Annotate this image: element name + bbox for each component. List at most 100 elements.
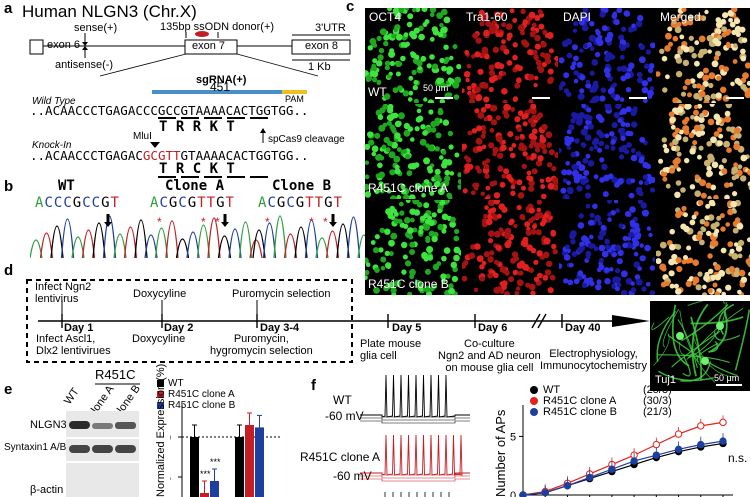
cell-nucleus: [462, 88, 465, 94]
f-legend-item: R451C clone A (30/3): [530, 395, 672, 407]
data-point: [674, 430, 683, 438]
cell-nucleus: [441, 278, 446, 283]
cell-nucleus: [429, 8, 437, 13]
cell-nucleus: [735, 31, 741, 37]
cell-nucleus: [479, 14, 485, 21]
chromatogram-peak: [336, 223, 350, 259]
cell-nucleus: [403, 129, 411, 137]
tuj1-neurons: [651, 301, 750, 383]
cell-nucleus: [714, 291, 721, 295]
cell-nucleus: [530, 104, 537, 110]
base-letter: G: [295, 195, 306, 211]
cell-nucleus: [450, 261, 458, 269]
base-letter: G: [168, 195, 179, 211]
cell-nucleus: [674, 26, 682, 34]
cell-nucleus: [665, 183, 671, 189]
cell-nucleus: [681, 205, 687, 212]
d-day5: Day 5: [392, 322, 422, 334]
base-letter: G: [101, 195, 111, 211]
cell-nucleus: [525, 155, 531, 161]
cell-nucleus: [510, 152, 516, 159]
cell-nucleus: [566, 180, 571, 186]
cell-nucleus: [647, 67, 654, 74]
cell-nucleus: [528, 99, 534, 103]
cell-nucleus: [620, 26, 627, 32]
cell-nucleus: [495, 135, 503, 143]
cell-nucleus: [369, 70, 376, 77]
cell-nucleus: [668, 258, 675, 266]
cell-nucleus: [428, 109, 434, 115]
cell-nucleus: [615, 181, 620, 187]
cell-nucleus: [637, 266, 642, 271]
d-plate-glia: Plate mouse glia cell: [360, 338, 422, 362]
cell-nucleus: [739, 26, 746, 33]
cell-nucleus: [674, 191, 681, 198]
data-point: [719, 418, 727, 427]
cell-nucleus: [571, 163, 579, 171]
neurite: [714, 331, 741, 341]
cell-nucleus: [597, 147, 603, 153]
base-letter: T: [225, 195, 235, 211]
cell-nucleus: [424, 268, 431, 275]
cell-nucleus: [449, 171, 455, 176]
exon8-label: exon 8: [305, 40, 339, 52]
cell-nucleus: [428, 219, 435, 227]
cell-nucleus: [546, 162, 553, 168]
cell-nucleus: [425, 143, 430, 148]
cell-nucleus: [412, 227, 418, 233]
cell-nucleus: [572, 28, 578, 33]
cell-nucleus: [600, 87, 607, 93]
western-blot: [66, 411, 139, 497]
cell-nucleus: [592, 203, 598, 210]
microscopy-cell: R451C clone A: [365, 104, 461, 199]
microscopy-cell: OCT4 WT 50 μm: [365, 8, 461, 103]
cell-nucleus: [585, 250, 592, 257]
chromatogram-peak: [238, 221, 253, 259]
cell-nucleus: [578, 213, 584, 219]
cell-nucleus: [539, 134, 544, 139]
cell-nucleus: [522, 151, 528, 157]
cell-nucleus: [533, 276, 540, 282]
cell-nucleus: [441, 255, 447, 262]
cell-nucleus: [407, 291, 413, 295]
cell-nucleus: [566, 169, 573, 176]
cell-nucleus: [677, 49, 683, 55]
cell-nucleus: [409, 249, 416, 255]
cell-nucleus: [624, 72, 631, 80]
cell-nucleus: [628, 231, 634, 238]
cell-nucleus: [573, 21, 579, 27]
cell-nucleus: [488, 64, 495, 71]
cell-nucleus: [631, 23, 636, 29]
cell-nucleus: [518, 270, 524, 276]
cell-nucleus: [434, 174, 441, 181]
cell-nucleus: [580, 142, 586, 147]
channel-header: Merged: [660, 10, 701, 24]
cell-nucleus: [699, 112, 705, 119]
cell-nucleus: [576, 160, 582, 166]
cell-nucleus: [725, 222, 730, 227]
cell-nucleus: [504, 231, 511, 239]
e-legend-item: WT: [157, 378, 235, 389]
scale-1kb-label: 1 Kb: [308, 61, 331, 73]
cell-nucleus: [458, 250, 461, 256]
cell-nucleus: [711, 100, 716, 103]
cell-nucleus: [639, 243, 644, 248]
cell-nucleus: [609, 87, 615, 93]
cell-nucleus: [726, 126, 732, 132]
cell-nucleus: [530, 152, 537, 160]
cell-nucleus: [730, 200, 737, 208]
channel-header: DAPI: [563, 10, 592, 24]
cell-nucleus: [581, 235, 588, 242]
cell-nucleus: [611, 122, 618, 129]
cell-nucleus: [488, 86, 494, 93]
cell-nucleus: [365, 77, 371, 82]
cell-nucleus: [417, 104, 423, 108]
cell-nucleus: [394, 164, 400, 170]
cell-nucleus: [688, 35, 694, 41]
cell-nucleus: [581, 104, 586, 109]
cell-nucleus: [589, 99, 595, 103]
chromatogram-peak: [262, 222, 277, 259]
cell-nucleus: [421, 193, 426, 198]
cell-nucleus: [573, 278, 580, 285]
cell-nucleus: [620, 135, 626, 141]
